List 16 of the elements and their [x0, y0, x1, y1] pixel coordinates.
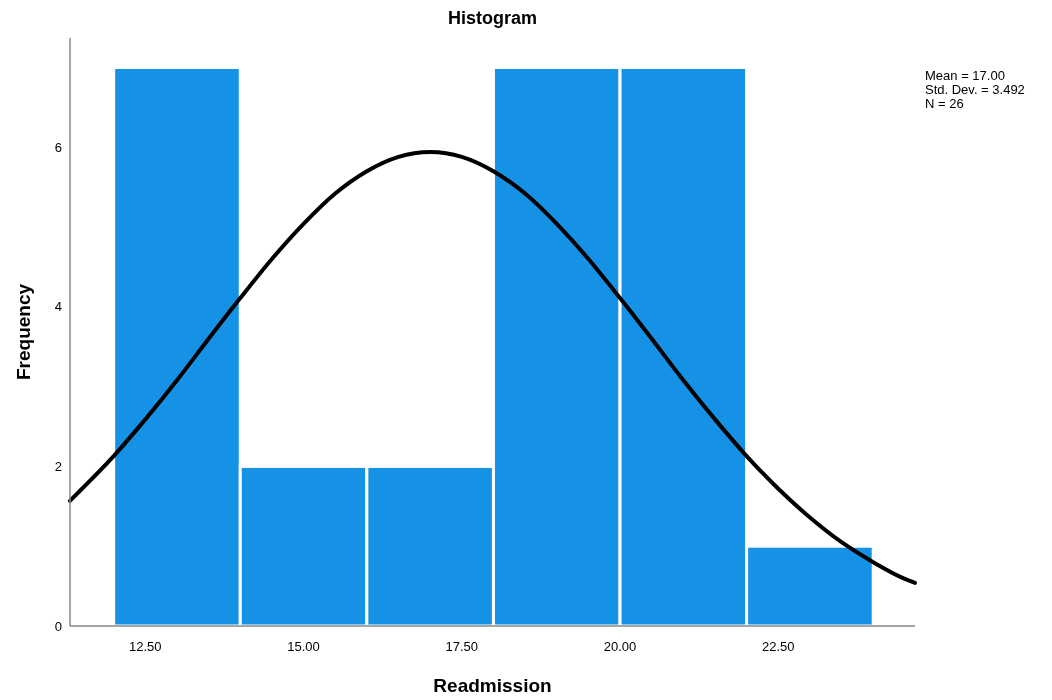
- text: Mean = 17.00: [925, 68, 1005, 83]
- x-tick-label: 15.00: [287, 639, 320, 654]
- x-axis-title: Readmission: [433, 675, 552, 696]
- text: N = 26: [925, 96, 964, 111]
- y-tick-label: 4: [54, 299, 62, 315]
- y-tick-label: 0: [54, 618, 62, 634]
- y-axis-title: Frequency: [13, 283, 34, 381]
- x-tick-label: 17.50: [445, 639, 479, 654]
- line-series: [68, 150, 917, 585]
- y-tick-label: 6: [54, 139, 62, 155]
- chart-title: Histogram: [447, 8, 538, 28]
- x-tick-label: 22.50: [762, 639, 795, 654]
- y-tick-label: 2: [54, 458, 62, 474]
- text: Std. Dev. = 3.492: [925, 82, 1025, 97]
- x-tick-label: 20.00: [603, 639, 637, 654]
- x-tick-label: 12.50: [129, 639, 162, 654]
